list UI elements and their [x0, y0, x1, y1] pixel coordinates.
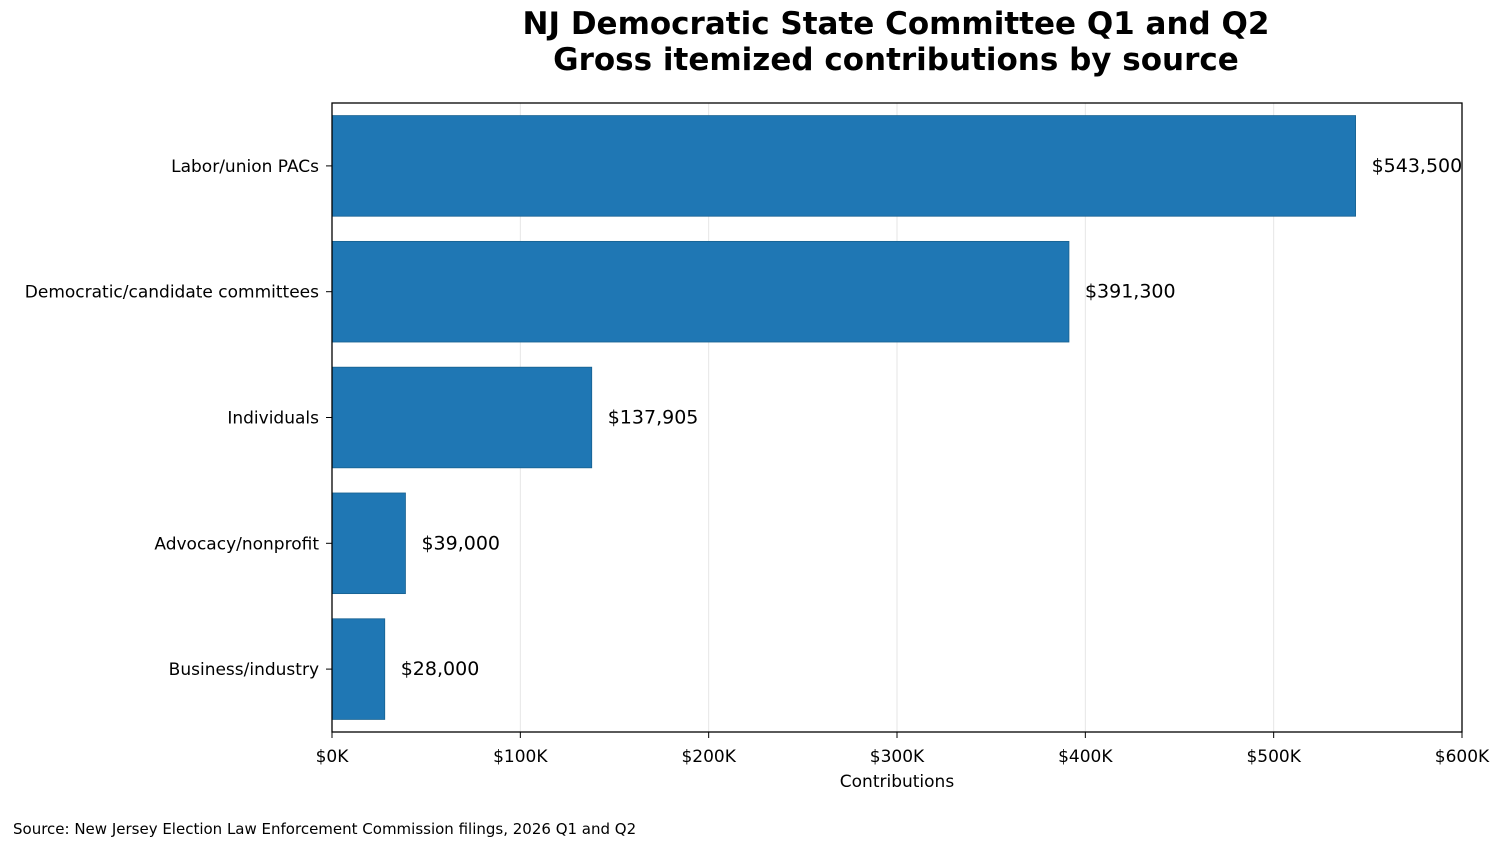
value-label: $391,300: [1085, 281, 1176, 303]
x-axis-ticks: $0K $100K $200K $300K $400K $500K $600K: [316, 732, 1490, 767]
x-tick-label: $200K: [681, 747, 736, 767]
value-labels: $543,500 $391,300 $137,905 $39,000 $28,000: [401, 155, 1463, 680]
bars: [331, 115, 1356, 720]
bar: [331, 366, 593, 469]
x-tick-label: $600K: [1435, 747, 1490, 767]
bar: [331, 115, 1356, 217]
category-label: Labor/union PACs: [171, 157, 319, 177]
x-tick-label: $500K: [1246, 747, 1301, 767]
x-axis-title: Contributions: [840, 772, 955, 792]
x-tick-label: $400K: [1058, 747, 1113, 767]
chart-title-line-1: NJ Democratic State Committee Q1 and Q2: [522, 6, 1270, 42]
value-label: $28,000: [401, 658, 480, 680]
x-tick-label: $0K: [316, 747, 350, 767]
source-note: Source: New Jersey Election Law Enforcem…: [13, 820, 637, 838]
value-label: $39,000: [421, 532, 500, 554]
bar: [331, 618, 386, 720]
value-label: $543,500: [1372, 155, 1463, 177]
x-tick-label: $300K: [870, 747, 925, 767]
category-label: Democratic/candidate committees: [25, 283, 319, 303]
chart-title-line-2: Gross itemized contributions by source: [553, 42, 1239, 78]
bar: [331, 492, 406, 595]
x-tick-label: $100K: [493, 747, 548, 767]
bar: [331, 240, 1070, 343]
category-labels: Labor/union PACs Democratic/candidate com…: [25, 157, 332, 680]
category-label: Individuals: [227, 409, 319, 429]
value-label: $137,905: [608, 407, 699, 429]
category-label: Business/industry: [169, 660, 319, 680]
category-label: Advocacy/nonprofit: [154, 534, 319, 554]
chart-title: NJ Democratic State Committee Q1 and Q2 …: [330, 6, 1462, 78]
